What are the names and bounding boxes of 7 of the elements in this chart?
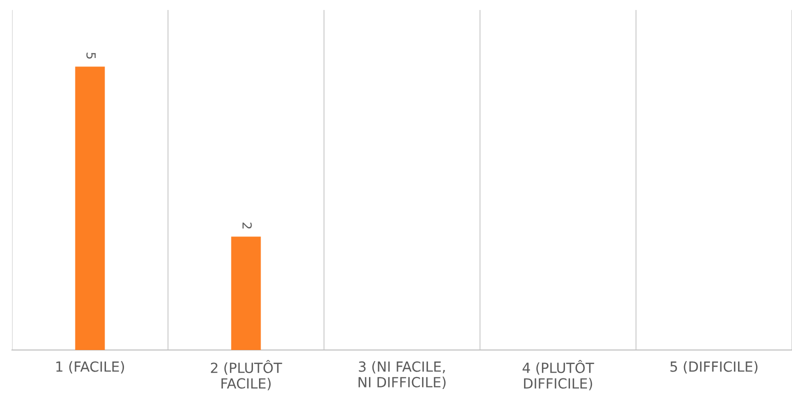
x-tick-label: 3 (NI FACILE, NI DIFFICILE)	[358, 361, 446, 390]
data-label: 2	[242, 222, 252, 228]
x-tick-label: 5 (DIFFICILE)	[670, 361, 758, 374]
x-tick-label: 4 (PLUTÔT DIFFICILE)	[522, 360, 594, 390]
data-label: 5	[86, 52, 96, 59]
x-tick-label: 1 (FACILE)	[56, 361, 124, 374]
x-tick-label: 2 (PLUTÔT FACILE)	[210, 360, 282, 390]
